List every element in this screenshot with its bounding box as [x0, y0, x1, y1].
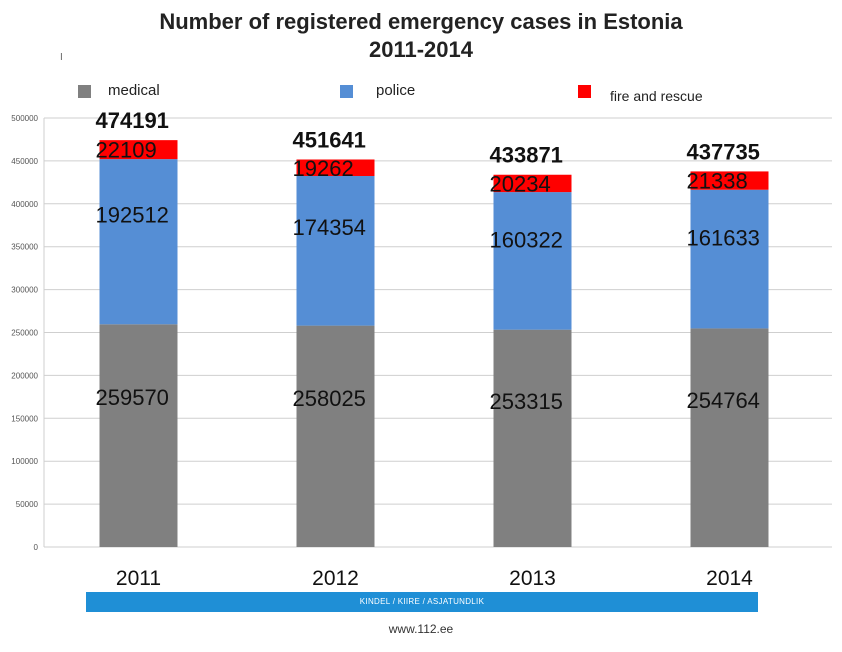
data-label-police: 174354	[293, 215, 366, 240]
bar-medical-2014	[690, 328, 769, 547]
total-label: 451641	[293, 127, 366, 152]
total-label: 433871	[490, 143, 563, 168]
y-tick-label: 400000	[11, 200, 38, 209]
x-tick-label: 2014	[706, 567, 753, 590]
x-tick-label: 2012	[312, 567, 359, 590]
data-label-fire-and-rescue: 21338	[687, 169, 748, 194]
bar-fire-and-rescue-2013	[493, 174, 572, 193]
bar-police-2014	[690, 189, 769, 329]
bar-police-2012	[296, 176, 375, 326]
legend-label-police: police	[376, 82, 416, 99]
bar-medical-2013	[493, 329, 572, 547]
data-label-medical: 253315	[490, 389, 563, 414]
data-label-fire-and-rescue: 19262	[293, 156, 354, 181]
data-label-medical: 258025	[293, 386, 366, 411]
legend-swatch-fire-and-rescue	[578, 85, 591, 98]
data-label-fire-and-rescue: 20234	[490, 171, 551, 196]
data-label-police: 160322	[490, 227, 563, 252]
y-tick-label: 300000	[11, 286, 38, 295]
y-tick-label: 100000	[11, 457, 38, 466]
legend-swatch-medical	[78, 85, 91, 98]
bar-medical-2012	[296, 325, 375, 547]
bar-police-2011	[99, 159, 178, 325]
chart-subtitle: 2011-2014	[369, 37, 473, 62]
x-tick-label: 2011	[116, 567, 161, 590]
y-tick-label: 150000	[11, 414, 38, 423]
legend-label-medical: medical	[108, 82, 160, 99]
website-url[interactable]: www.112.ee	[388, 622, 454, 636]
total-label: 437735	[687, 139, 760, 164]
slogan-band: KINDEL / KIIRE / ASJATUNDLIK	[86, 592, 758, 612]
total-label: 474191	[96, 108, 169, 133]
legend-label-fire-and-rescue: fire and rescue	[610, 88, 703, 104]
y-tick-label: 200000	[11, 371, 38, 380]
y-tick-label: 500000	[11, 114, 38, 123]
y-tick-label: 450000	[11, 157, 38, 166]
y-tick-label: 350000	[11, 243, 38, 252]
data-label-police: 192512	[96, 203, 169, 228]
bar-fire-and-rescue-2014	[690, 171, 769, 190]
data-label-medical: 259570	[96, 385, 169, 410]
y-tick-label: 50000	[16, 500, 39, 509]
data-label-police: 161633	[687, 225, 760, 250]
bar-police-2013	[493, 192, 572, 330]
bar-fire-and-rescue-2011	[99, 140, 178, 160]
bar-medical-2011	[99, 324, 178, 547]
stray-mark: I	[60, 52, 63, 63]
data-label-fire-and-rescue: 22109	[96, 138, 157, 163]
y-tick-label: 250000	[11, 329, 38, 338]
bar-fire-and-rescue-2012	[296, 159, 375, 177]
x-tick-label: 2013	[509, 567, 556, 590]
data-label-medical: 254764	[687, 388, 760, 413]
y-tick-label: 0	[34, 543, 39, 552]
chart-title: Number of registered emergency cases in …	[159, 9, 683, 34]
legend-swatch-police	[340, 85, 353, 98]
